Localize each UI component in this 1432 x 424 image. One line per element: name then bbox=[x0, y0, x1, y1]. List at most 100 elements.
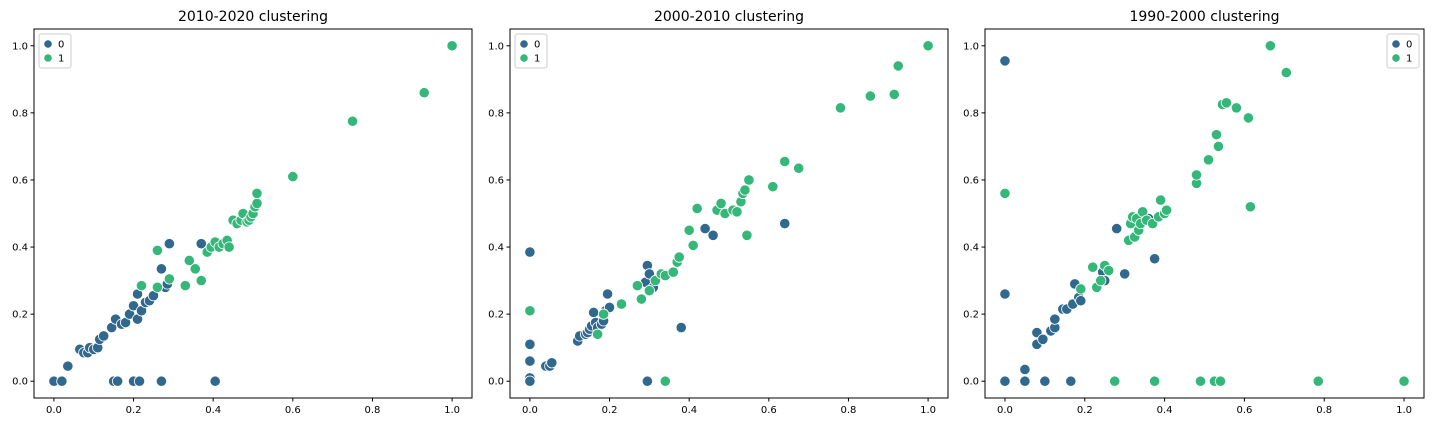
data-point bbox=[779, 155, 791, 168]
y-tick-label: 0.2 bbox=[488, 310, 504, 321]
data-point bbox=[731, 206, 743, 218]
data-point bbox=[1049, 313, 1061, 325]
data-point bbox=[56, 375, 68, 387]
legend-marker bbox=[519, 39, 529, 49]
data-point bbox=[999, 187, 1011, 199]
data-point bbox=[1210, 129, 1223, 141]
data-point bbox=[1109, 375, 1121, 387]
data-point bbox=[195, 274, 207, 287]
data-point bbox=[615, 298, 628, 310]
y-tick-label: 0.8 bbox=[12, 108, 28, 119]
chart-title: 2010-2020 clustering bbox=[178, 9, 328, 25]
data-point bbox=[62, 360, 74, 372]
data-point bbox=[675, 321, 687, 334]
x-tick-label: 0.4 bbox=[681, 405, 697, 416]
data-point bbox=[1103, 264, 1115, 277]
legend-marker bbox=[43, 53, 53, 63]
data-point bbox=[1149, 375, 1161, 387]
y-tick-label: 0.2 bbox=[963, 310, 979, 321]
legend-label: 0 bbox=[1406, 40, 1412, 51]
x-tick-label: 0.2 bbox=[1077, 405, 1093, 416]
data-point bbox=[524, 375, 536, 387]
data-point bbox=[151, 244, 164, 256]
x-tick-label: 0.8 bbox=[365, 405, 381, 416]
x-tick-label: 1.0 bbox=[1396, 405, 1412, 416]
x-tick-label: 0.6 bbox=[1236, 405, 1252, 416]
data-point bbox=[864, 90, 876, 102]
y-tick-label: 0.8 bbox=[963, 108, 979, 119]
y-tick-label: 1.0 bbox=[963, 41, 979, 52]
data-point bbox=[635, 293, 648, 305]
data-point bbox=[189, 263, 201, 275]
data-point bbox=[999, 55, 1011, 67]
legend: 01 bbox=[38, 33, 72, 69]
data-point bbox=[1087, 261, 1099, 273]
chart-title: 1990-2000 clustering bbox=[1129, 9, 1279, 25]
data-point bbox=[155, 263, 168, 275]
data-point bbox=[1037, 333, 1049, 345]
y-tick-label: 0.6 bbox=[488, 175, 504, 186]
series-1 bbox=[524, 40, 934, 387]
data-point bbox=[1039, 375, 1051, 387]
data-point bbox=[1160, 204, 1173, 216]
data-point bbox=[179, 280, 191, 292]
data-point bbox=[346, 115, 359, 127]
data-point bbox=[1111, 222, 1123, 235]
x-tick-label: 1.0 bbox=[920, 405, 936, 416]
data-point bbox=[641, 375, 653, 387]
data-point bbox=[1202, 154, 1215, 166]
legend-label: 0 bbox=[58, 40, 64, 51]
y-tick-label: 0.0 bbox=[12, 377, 28, 388]
data-point bbox=[524, 355, 536, 367]
series-1 bbox=[999, 40, 1410, 387]
data-point bbox=[999, 375, 1011, 387]
data-point bbox=[659, 375, 671, 387]
legend-box bbox=[1386, 33, 1420, 69]
data-point bbox=[1075, 283, 1087, 295]
data-point bbox=[163, 273, 175, 285]
x-tick-label: 0.2 bbox=[126, 405, 142, 416]
data-point bbox=[999, 288, 1011, 300]
data-point bbox=[699, 222, 711, 235]
data-point bbox=[1065, 375, 1077, 387]
data-point bbox=[209, 375, 221, 387]
data-point bbox=[631, 280, 644, 292]
legend-box bbox=[38, 33, 72, 69]
legend-marker bbox=[1391, 53, 1401, 63]
data-point bbox=[779, 217, 791, 230]
data-point bbox=[1075, 295, 1087, 307]
data-point bbox=[1312, 375, 1324, 387]
data-point bbox=[687, 239, 699, 251]
data-point bbox=[1398, 375, 1410, 387]
data-point bbox=[418, 87, 430, 99]
data-point bbox=[691, 202, 703, 215]
y-tick-label: 0.4 bbox=[488, 243, 504, 254]
legend: 01 bbox=[514, 33, 548, 69]
data-point bbox=[1242, 112, 1255, 124]
data-point bbox=[195, 238, 207, 250]
data-point bbox=[591, 328, 604, 340]
data-point bbox=[163, 238, 175, 250]
data-point bbox=[1095, 274, 1107, 287]
data-point bbox=[183, 254, 195, 267]
data-point bbox=[1119, 268, 1131, 280]
legend-marker bbox=[519, 53, 529, 63]
data-point bbox=[1214, 375, 1227, 387]
legend: 01 bbox=[1386, 33, 1420, 69]
y-tick-label: 0.2 bbox=[12, 310, 28, 321]
y-tick-label: 0.0 bbox=[488, 377, 504, 388]
data-point bbox=[1220, 97, 1233, 109]
x-tick-label: 1.0 bbox=[444, 405, 460, 416]
x-tick-label: 0.2 bbox=[602, 405, 618, 416]
data-point bbox=[446, 40, 458, 52]
data-point bbox=[888, 88, 900, 101]
x-tick-label: 0.6 bbox=[285, 405, 301, 416]
legend-label: 1 bbox=[58, 54, 64, 65]
y-tick-label: 0.6 bbox=[963, 175, 979, 186]
series-0 bbox=[524, 217, 791, 387]
data-point bbox=[524, 246, 536, 258]
data-point bbox=[151, 281, 164, 293]
data-point bbox=[1155, 194, 1167, 206]
data-point bbox=[155, 375, 168, 387]
